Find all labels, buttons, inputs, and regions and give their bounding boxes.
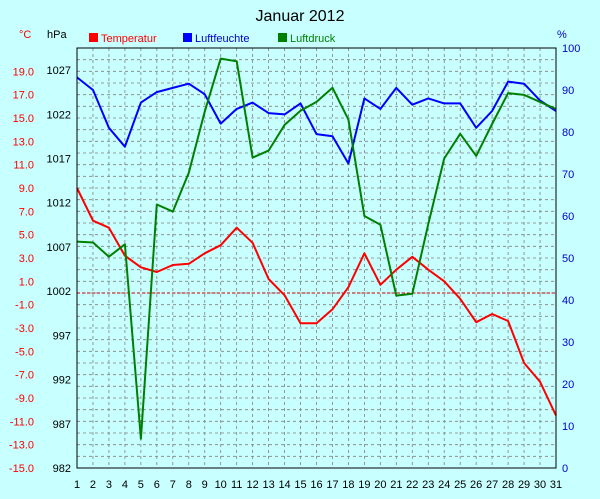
temp-tick-label: 11.0 xyxy=(13,160,34,172)
pressure-tick-label: 1012 xyxy=(47,198,71,210)
pressure-tick-label: 992 xyxy=(53,375,71,387)
x-tick-label: 4 xyxy=(122,479,128,491)
temp-tick-label: -15.0 xyxy=(9,463,34,475)
x-tick-label: 15 xyxy=(294,479,306,491)
x-tick-label: 31 xyxy=(550,479,562,491)
x-tick-label: 17 xyxy=(326,479,338,491)
humidity-tick-label: 10 xyxy=(562,421,574,433)
pressure-unit-label: hPa xyxy=(47,29,67,41)
pressure-tick-label: 1022 xyxy=(47,109,71,121)
legend-swatch-luftfeuchte xyxy=(183,33,192,42)
temp-tick-label: 9.0 xyxy=(19,183,34,195)
plot-frame xyxy=(76,47,557,469)
x-tick-label: 22 xyxy=(406,479,418,491)
humidity-tick-label: 70 xyxy=(562,169,574,181)
legend-label-luftfeuchte: Luftfeuchte xyxy=(195,33,249,45)
humidity-tick-label: 0 xyxy=(562,463,568,475)
temp-tick-label: -7.0 xyxy=(15,370,34,382)
x-tick-label: 7 xyxy=(170,479,176,491)
humidity-unit-label: % xyxy=(557,29,567,41)
x-tick-label: 24 xyxy=(438,479,450,491)
temp-tick-label: 3.0 xyxy=(19,253,34,265)
pressure-tick-label: 997 xyxy=(53,330,71,342)
x-tick-label: 26 xyxy=(470,479,482,491)
series-line-luftdruck xyxy=(76,57,557,440)
humidity-tick-labels: 0 10 20 30 40 50 60 70 80 90 100 xyxy=(562,43,580,475)
x-tick-label: 10 xyxy=(215,479,227,491)
temp-unit-label: °C xyxy=(19,29,31,41)
pressure-tick-labels: 982 987 992 997 1002 1007 1012 1017 1022 1027 xyxy=(47,65,71,475)
x-tick-label: 28 xyxy=(502,479,514,491)
x-tick-label: 11 xyxy=(231,479,242,491)
x-tick-label: 25 xyxy=(454,479,466,491)
humidity-tick-label: 60 xyxy=(562,211,574,223)
x-tick-label: 1 xyxy=(74,479,80,491)
pressure-tick-label: 1027 xyxy=(47,65,71,77)
x-tick-label: 19 xyxy=(358,479,370,491)
temp-tick-label: -9.0 xyxy=(15,393,34,405)
temp-tick-label: 7.0 xyxy=(19,206,34,218)
series-layer xyxy=(76,57,557,440)
x-tick-label: 2 xyxy=(90,479,96,491)
temp-tick-label: -1.0 xyxy=(15,300,34,312)
x-tick-label: 14 xyxy=(278,479,290,491)
temp-tick-label: 19.0 xyxy=(13,66,34,78)
pressure-tick-label: 987 xyxy=(53,419,71,431)
x-tick-label: 18 xyxy=(342,479,354,491)
pressure-tick-label: 1017 xyxy=(47,154,71,166)
x-tick-label: 8 xyxy=(186,479,192,491)
temp-tick-label: 15.0 xyxy=(13,113,34,125)
humidity-tick-label: 50 xyxy=(562,253,574,265)
temp-tick-label: -3.0 xyxy=(15,323,34,335)
temp-tick-labels: -15.0 -13.0 -11.0 -9.0 -7.0 -5.0 -3.0 -1.0 1.0 3.… xyxy=(9,66,34,475)
series-line-luftfeuchte xyxy=(76,76,557,165)
temp-tick-label: 13.0 xyxy=(13,136,34,148)
temp-tick-label: -5.0 xyxy=(15,346,34,358)
x-tick-label: 5 xyxy=(138,479,144,491)
legend-swatch-luftdruck xyxy=(278,33,287,42)
temp-tick-label: 5.0 xyxy=(19,230,34,242)
x-tick-label: 9 xyxy=(202,479,208,491)
humidity-tick-label: 80 xyxy=(562,127,574,139)
temp-tick-label: 1.0 xyxy=(19,276,34,288)
x-tick-label: 23 xyxy=(422,479,434,491)
temp-tick-label: -13.0 xyxy=(9,440,34,452)
pressure-tick-label: 982 xyxy=(53,463,71,475)
x-tick-label: 12 xyxy=(247,479,259,491)
temp-tick-label: 17.0 xyxy=(13,90,34,102)
humidity-tick-label: 40 xyxy=(562,295,574,307)
humidity-tick-label: 30 xyxy=(562,337,574,349)
humidity-tick-label: 100 xyxy=(562,43,580,55)
x-tick-label: 16 xyxy=(310,479,322,491)
legend: Temperatur Luftfeuchte Luftdruck xyxy=(89,33,336,45)
chart-title: Januar 2012 xyxy=(256,8,345,25)
x-tick-label: 30 xyxy=(534,479,546,491)
temp-tick-label: -11.0 xyxy=(10,416,34,428)
x-tick-label: 27 xyxy=(486,479,498,491)
legend-label-temperatur: Temperatur xyxy=(101,33,157,45)
series-line-temperatur xyxy=(76,187,557,416)
x-tick-label: 21 xyxy=(390,479,402,491)
humidity-tick-label: 20 xyxy=(562,379,574,391)
pressure-tick-label: 1002 xyxy=(47,286,71,298)
x-tick-label: 13 xyxy=(262,479,274,491)
humidity-tick-label: 90 xyxy=(562,85,574,97)
legend-swatch-temperatur xyxy=(89,33,98,42)
x-tick-label: 20 xyxy=(374,479,386,491)
x-tick-label: 3 xyxy=(106,479,112,491)
x-tick-label: 6 xyxy=(154,479,160,491)
pressure-tick-label: 1007 xyxy=(47,242,71,254)
x-tick-label: 29 xyxy=(518,479,530,491)
legend-label-luftdruck: Luftdruck xyxy=(290,33,336,45)
x-tick-labels: 1 2 3 4 5 6 7 8 9 10 11 12 13 14 15 16 17 18 19 20 21 22 23 24 2… xyxy=(74,479,562,491)
